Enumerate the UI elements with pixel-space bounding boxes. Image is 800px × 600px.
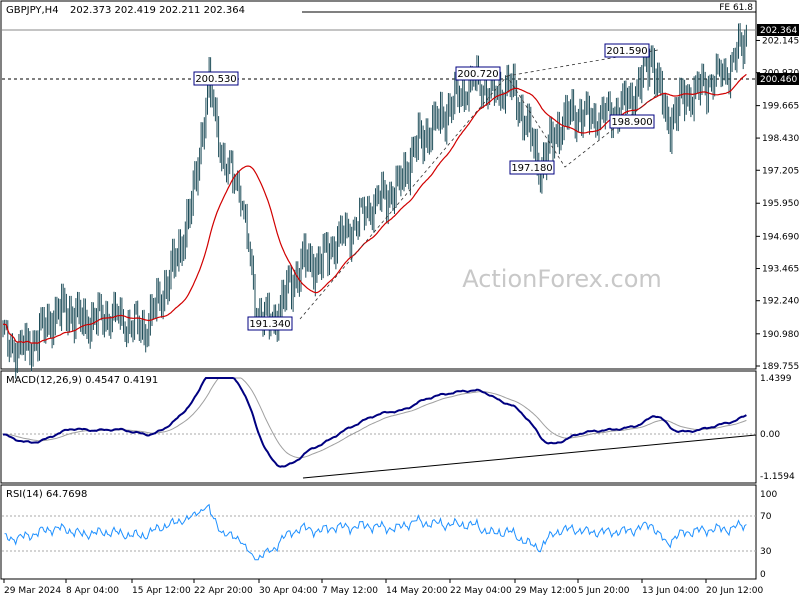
price-ytick-label: 198.430 — [762, 134, 799, 144]
x-axis-label: 14 May 20:00 — [386, 586, 448, 596]
price-ytick-label: 197.205 — [762, 166, 799, 176]
macd-divergence-trendline — [302, 434, 757, 479]
annotation-200530: 200.530 — [193, 71, 239, 86]
svg-text:200.460: 200.460 — [760, 75, 797, 85]
rsi-ytick-30: 30 — [760, 547, 772, 557]
x-axis-label: 29 Mar 2024 — [4, 586, 61, 596]
annotation-198900: 198.900 — [609, 114, 655, 129]
price-panel[interactable] — [0, 0, 757, 370]
x-axis-label: 8 Apr 04:00 — [66, 586, 119, 596]
price-ytick-label: 190.980 — [762, 330, 799, 340]
price-ytick-label: 199.665 — [762, 102, 799, 112]
annotation-197180: 197.180 — [509, 160, 555, 175]
x-axis-label: 29 May 12:00 — [515, 586, 577, 596]
svg-text:201.590: 201.590 — [606, 46, 647, 57]
x-axis-label: 15 Apr 12:00 — [132, 586, 191, 596]
rsi-ytick-70: 70 — [760, 512, 772, 522]
price-ytick-label: 202.145 — [762, 36, 799, 46]
x-axis-label: 5 Jun 20:00 — [578, 586, 630, 596]
macd-signal-line — [3, 377, 747, 459]
macd-label: MACD(12,26,9) 0.4547 0.4191 — [6, 375, 158, 386]
watermark-text: ActionForex.com — [462, 265, 662, 293]
current-price-tag: 202.364 — [757, 24, 799, 36]
price-ytick-label: 192.240 — [762, 297, 799, 307]
moving-average-line — [2, 73, 747, 344]
fe-label: FE 61.8 — [719, 3, 753, 13]
macd-ytick-top: 1.4399 — [760, 374, 792, 384]
time-x-axis: 29 Mar 2024 8 Apr 04:00 15 Apr 12:00 22 Apr… — [3, 579, 763, 596]
annotation-191340: 191.340 — [247, 316, 293, 331]
rsi-line — [4, 503, 747, 561]
price-ytick-label: 195.950 — [762, 199, 799, 209]
macd-ytick-bottom: -1.1594 — [760, 472, 795, 482]
x-axis-label: 7 May 12:00 — [322, 586, 378, 596]
price-ytick-label: 193.465 — [762, 265, 799, 275]
svg-text:198.900: 198.900 — [611, 117, 652, 128]
svg-text:200.530: 200.530 — [195, 74, 236, 85]
rsi-panel[interactable] — [0, 484, 757, 580]
x-axis-label: 30 Apr 04:00 — [259, 586, 318, 596]
rsi-label: RSI(14) 64.7698 — [6, 489, 87, 500]
rsi-ytick-0: 0 — [760, 570, 766, 580]
x-axis-label: 13 Jun 04:00 — [642, 586, 699, 596]
annotation-201590: 201.590 — [604, 43, 650, 58]
svg-text:197.180: 197.180 — [511, 163, 552, 174]
x-axis-label: 22 May 04:00 — [450, 586, 512, 596]
price-y-axis: 202.145200.920199.665198.430197.205195.9… — [756, 36, 799, 372]
svg-text:191.340: 191.340 — [249, 319, 290, 330]
price-ytick-label: 194.690 — [762, 232, 799, 242]
svg-text:202.364: 202.364 — [760, 26, 797, 36]
x-axis-label: 20 Jun 12:00 — [706, 586, 763, 596]
chart-symbol: GBPJPY,H4 — [6, 5, 59, 16]
level-price-tag: 200.460 — [757, 73, 799, 85]
svg-text:200.720: 200.720 — [457, 69, 498, 80]
x-axis-label: 22 Apr 20:00 — [194, 586, 253, 596]
macd-line — [3, 377, 747, 468]
fib-projection-lines — [299, 75, 659, 320]
macd-ytick-zero: 0.00 — [760, 430, 780, 440]
price-ytick-label: 189.755 — [762, 362, 799, 372]
chart-ohlc: 202.373 202.419 202.211 202.364 — [70, 5, 245, 16]
annotation-200720: 200.720 — [455, 66, 501, 81]
rsi-ytick-100: 100 — [760, 490, 777, 500]
